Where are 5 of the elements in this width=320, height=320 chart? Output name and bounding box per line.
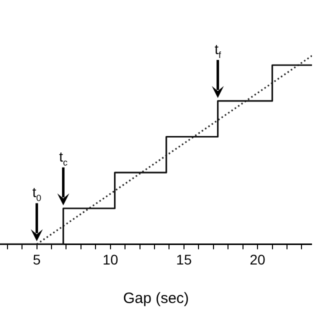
x-tick-label: 20 bbox=[250, 251, 266, 268]
x-tick-label: 10 bbox=[102, 251, 118, 268]
x-tick-label: 5 bbox=[32, 251, 41, 268]
x-axis-title: Gap (sec) bbox=[123, 290, 189, 308]
x-tick-label: 15 bbox=[176, 251, 192, 268]
